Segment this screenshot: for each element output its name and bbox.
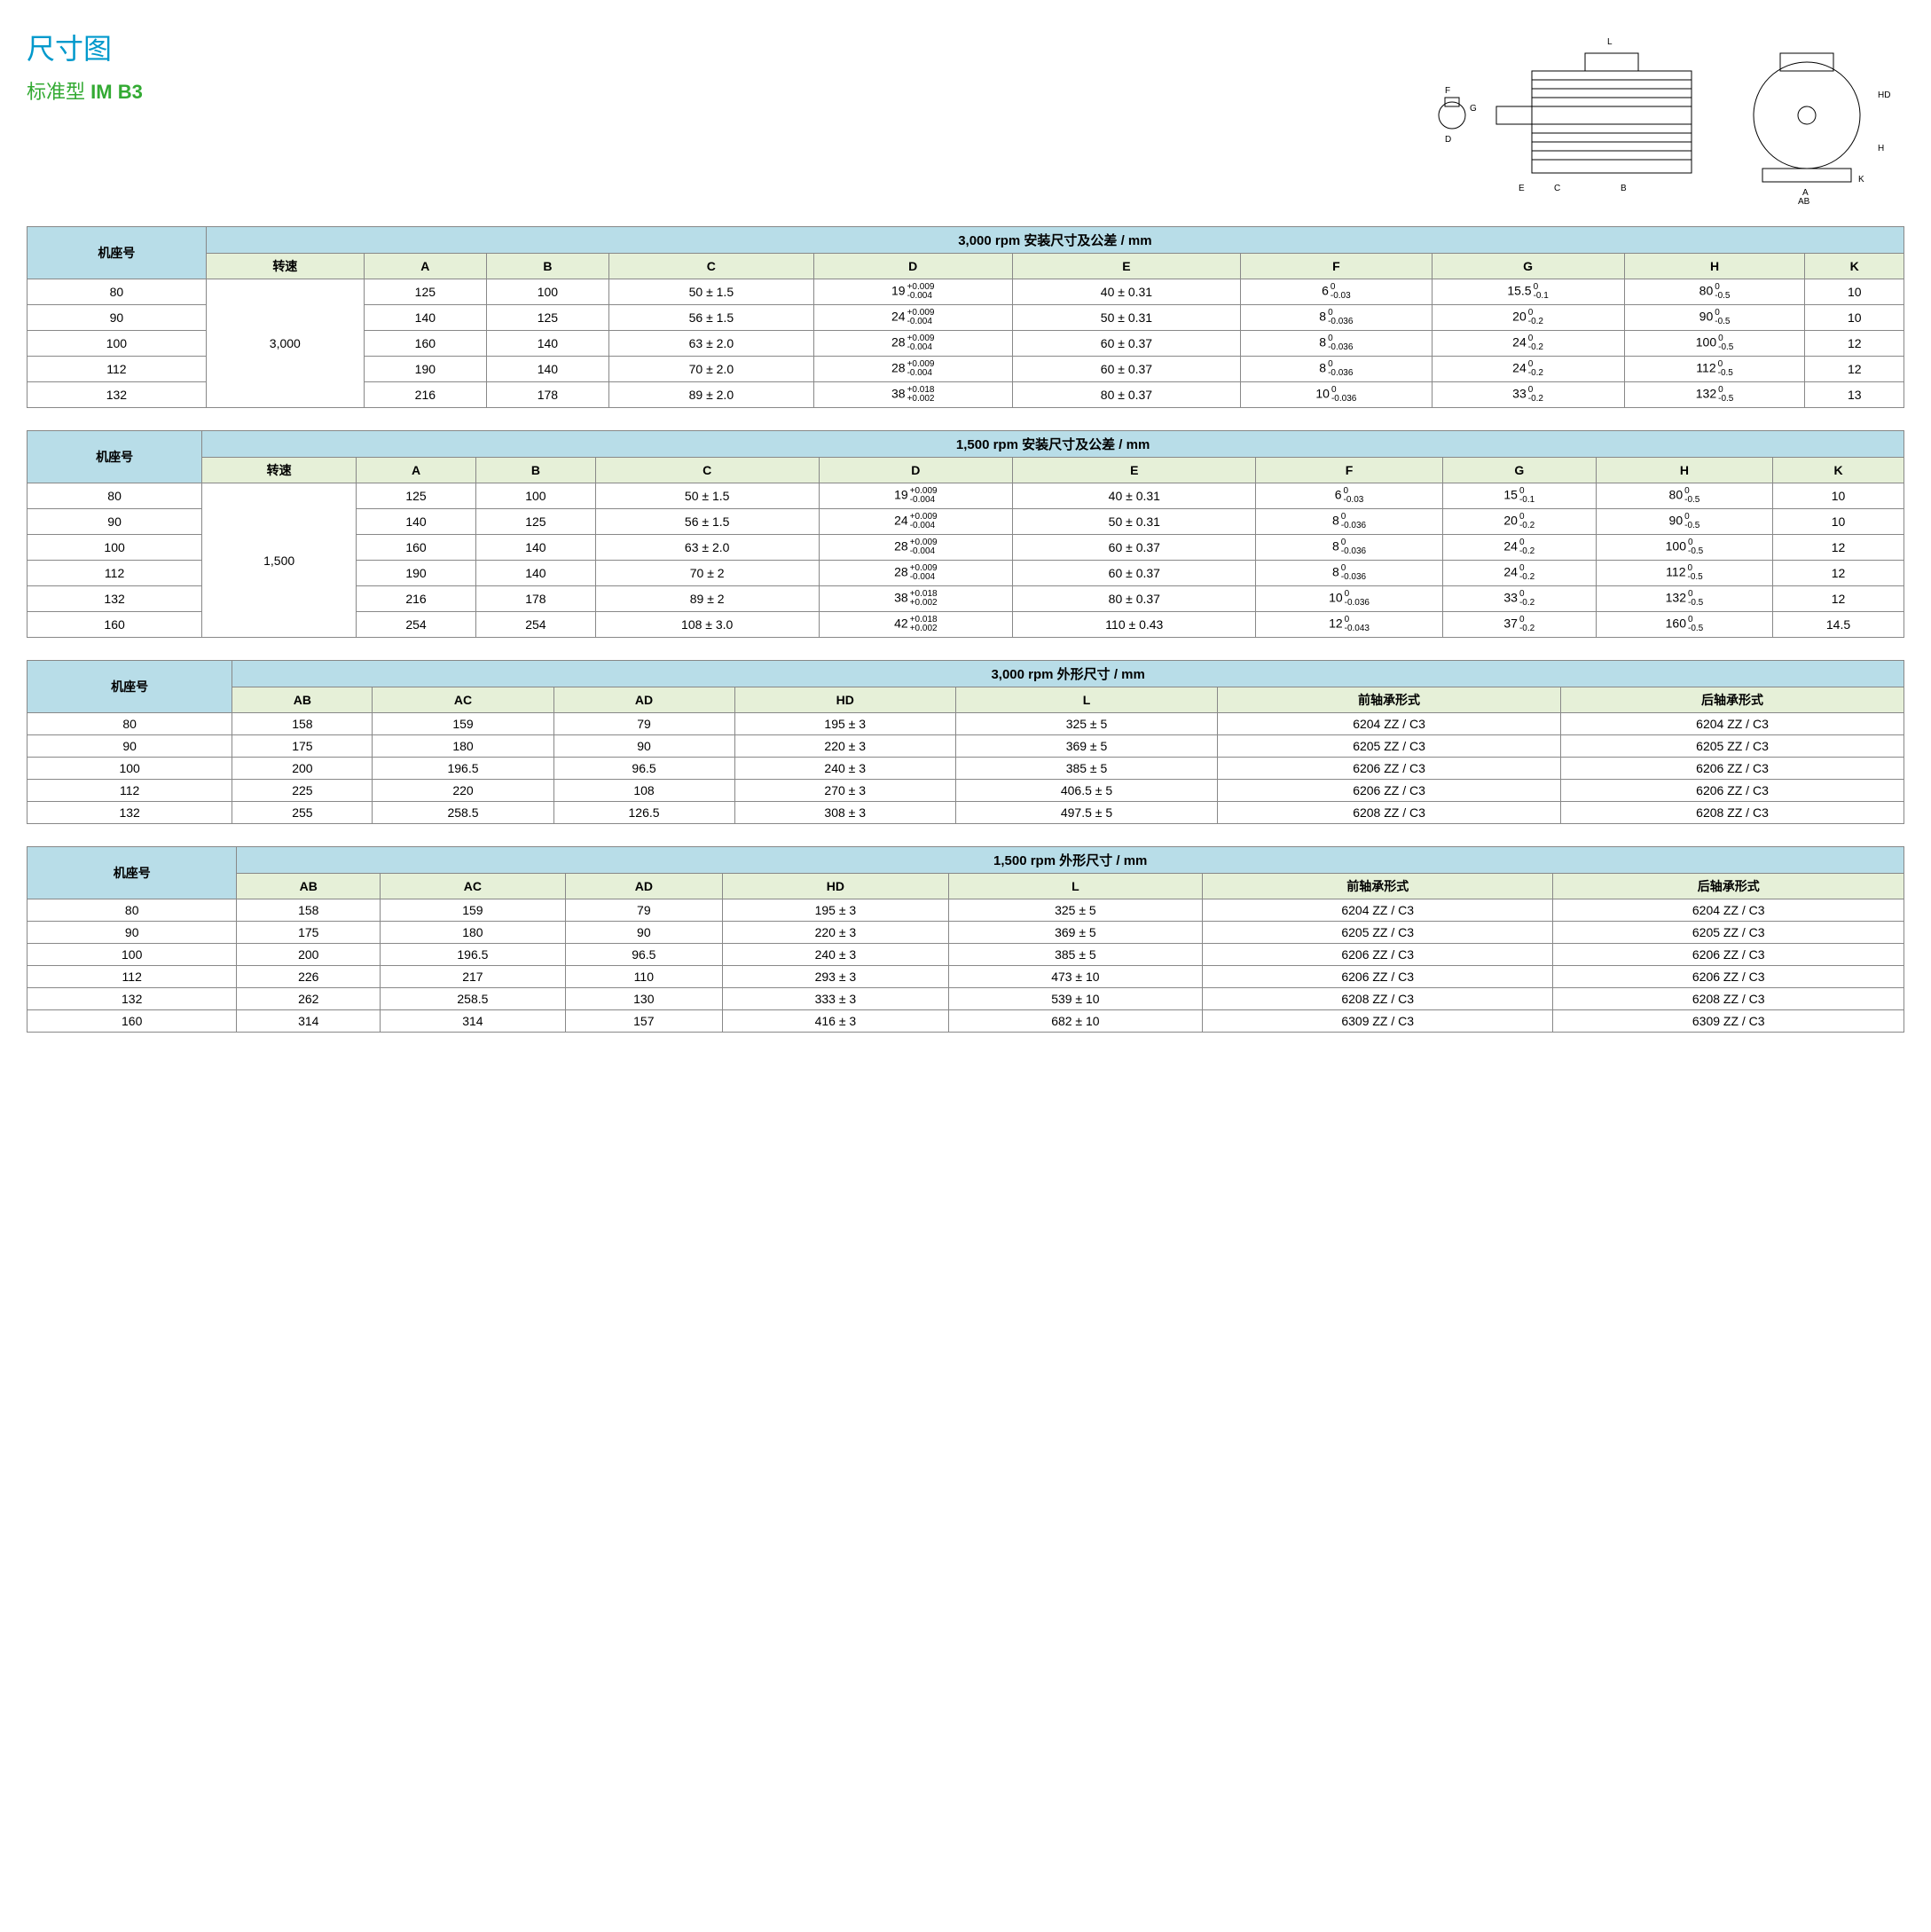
- table-row: 132255258.5126.5308 ± 3497.5 ± 56208 ZZ …: [27, 802, 1904, 824]
- frame-cell: 100: [27, 331, 207, 357]
- svg-text:F: F: [1445, 86, 1450, 96]
- speed-cell: 1,500: [202, 483, 357, 638]
- frame-cell: 112: [27, 561, 202, 586]
- svg-text:C: C: [1554, 184, 1560, 193]
- col-B: B: [475, 458, 595, 483]
- col-head: 后轴承形式: [1561, 687, 1904, 713]
- frame-cell: 132: [27, 586, 202, 612]
- col-head: AD: [553, 687, 734, 713]
- svg-text:AB: AB: [1798, 197, 1810, 204]
- table-row: 803,00012510050 ± 1.519+0.009-0.00440 ± …: [27, 279, 1904, 305]
- speed-cell: 3,000: [206, 279, 364, 408]
- speed-header: 转速: [206, 254, 364, 279]
- table-title: 1,500 rpm 外形尺寸 / mm: [237, 847, 1904, 874]
- frame-cell: 112: [27, 357, 207, 382]
- table-row: 9017518090220 ± 3369 ± 56205 ZZ / C36205…: [27, 922, 1904, 944]
- col-K: K: [1805, 254, 1904, 279]
- frame-cell: 80: [27, 279, 207, 305]
- table-title: 3,000 rpm 安装尺寸及公差 / mm: [206, 227, 1904, 254]
- col-head: AB: [237, 874, 381, 899]
- col-E: E: [1013, 458, 1256, 483]
- col-head: 前轴承形式: [1202, 874, 1553, 899]
- table-1500rpm-outline: 机座号1,500 rpm 外形尺寸 / mmABACADHDL前轴承形式后轴承形…: [27, 846, 1904, 1033]
- table-1500rpm-mounting: 机座号1,500 rpm 安装尺寸及公差 / mm转速ABCDEFGHK801,…: [27, 430, 1904, 638]
- svg-text:L: L: [1607, 37, 1613, 47]
- col-head: AD: [565, 874, 722, 899]
- svg-text:G: G: [1470, 104, 1477, 114]
- table-title: 3,000 rpm 外形尺寸 / mm: [232, 661, 1904, 687]
- header-row: 尺寸图 标准型 IM B3: [27, 27, 1904, 208]
- col-G: G: [1442, 458, 1596, 483]
- frame-cell: 100: [27, 535, 202, 561]
- col-D: D: [819, 458, 1013, 483]
- col-B: B: [486, 254, 608, 279]
- col-head: 前轴承形式: [1218, 687, 1561, 713]
- col-head: L: [948, 874, 1202, 899]
- page-title: 尺寸图: [27, 27, 143, 67]
- svg-text:H: H: [1878, 144, 1884, 153]
- frame-header: 机座号: [27, 661, 232, 713]
- col-head: HD: [734, 687, 955, 713]
- dimension-diagram: L E C B F G D A AB K H HD: [178, 27, 1904, 208]
- col-H: H: [1624, 254, 1805, 279]
- subtitle-prefix: 标准型: [27, 81, 85, 103]
- svg-text:HD: HD: [1878, 90, 1890, 100]
- svg-text:E: E: [1519, 184, 1525, 193]
- col-K: K: [1773, 458, 1904, 483]
- col-head: L: [955, 687, 1217, 713]
- col-head: HD: [722, 874, 948, 899]
- col-C: C: [595, 458, 819, 483]
- frame-header: 机座号: [27, 847, 237, 899]
- svg-text:B: B: [1621, 184, 1627, 193]
- frame-header: 机座号: [27, 227, 207, 279]
- titles-block: 尺寸图 标准型 IM B3: [27, 27, 143, 105]
- col-head: AC: [373, 687, 553, 713]
- col-F: F: [1256, 458, 1442, 483]
- table-row: 132262258.5130333 ± 3539 ± 106208 ZZ / C…: [27, 988, 1904, 1010]
- page-subtitle: 标准型 IM B3: [27, 76, 143, 105]
- frame-cell: 90: [27, 509, 202, 535]
- table-row: 100200196.596.5240 ± 3385 ± 56206 ZZ / C…: [27, 944, 1904, 966]
- col-G: G: [1432, 254, 1624, 279]
- table-row: 112225220108270 ± 3406.5 ± 56206 ZZ / C3…: [27, 780, 1904, 802]
- frame-cell: 132: [27, 382, 207, 408]
- table-3000rpm-mounting: 机座号3,000 rpm 安装尺寸及公差 / mm转速ABCDEFGHK803,…: [27, 226, 1904, 408]
- frame-cell: 90: [27, 305, 207, 331]
- col-C: C: [608, 254, 813, 279]
- table-row: 9017518090220 ± 3369 ± 56205 ZZ / C36205…: [27, 735, 1904, 758]
- subtitle-bold: IM B3: [90, 81, 143, 103]
- col-head: AC: [381, 874, 566, 899]
- col-H: H: [1596, 458, 1772, 483]
- table-row: 100200196.596.5240 ± 3385 ± 56206 ZZ / C…: [27, 758, 1904, 780]
- frame-cell: 160: [27, 612, 202, 638]
- col-A: A: [357, 458, 476, 483]
- col-A: A: [364, 254, 486, 279]
- table-title: 1,500 rpm 安装尺寸及公差 / mm: [202, 431, 1904, 458]
- svg-text:D: D: [1445, 135, 1451, 145]
- table-row: 8015815979195 ± 3325 ± 56204 ZZ / C36204…: [27, 713, 1904, 735]
- col-head: AB: [232, 687, 373, 713]
- table-3000rpm-outline: 机座号3,000 rpm 外形尺寸 / mmABACADHDL前轴承形式后轴承形…: [27, 660, 1904, 824]
- frame-cell: 80: [27, 483, 202, 509]
- table-row: 801,50012510050 ± 1.519+0.009-0.00440 ± …: [27, 483, 1904, 509]
- frame-header: 机座号: [27, 431, 202, 483]
- svg-text:K: K: [1858, 175, 1864, 185]
- table-row: 160314314157416 ± 3682 ± 106309 ZZ / C36…: [27, 1010, 1904, 1033]
- col-head: 后轴承形式: [1553, 874, 1904, 899]
- speed-header: 转速: [202, 458, 357, 483]
- table-row: 112226217110293 ± 3473 ± 106206 ZZ / C36…: [27, 966, 1904, 988]
- table-row: 8015815979195 ± 3325 ± 56204 ZZ / C36204…: [27, 899, 1904, 922]
- col-D: D: [813, 254, 1012, 279]
- col-F: F: [1241, 254, 1432, 279]
- col-E: E: [1012, 254, 1241, 279]
